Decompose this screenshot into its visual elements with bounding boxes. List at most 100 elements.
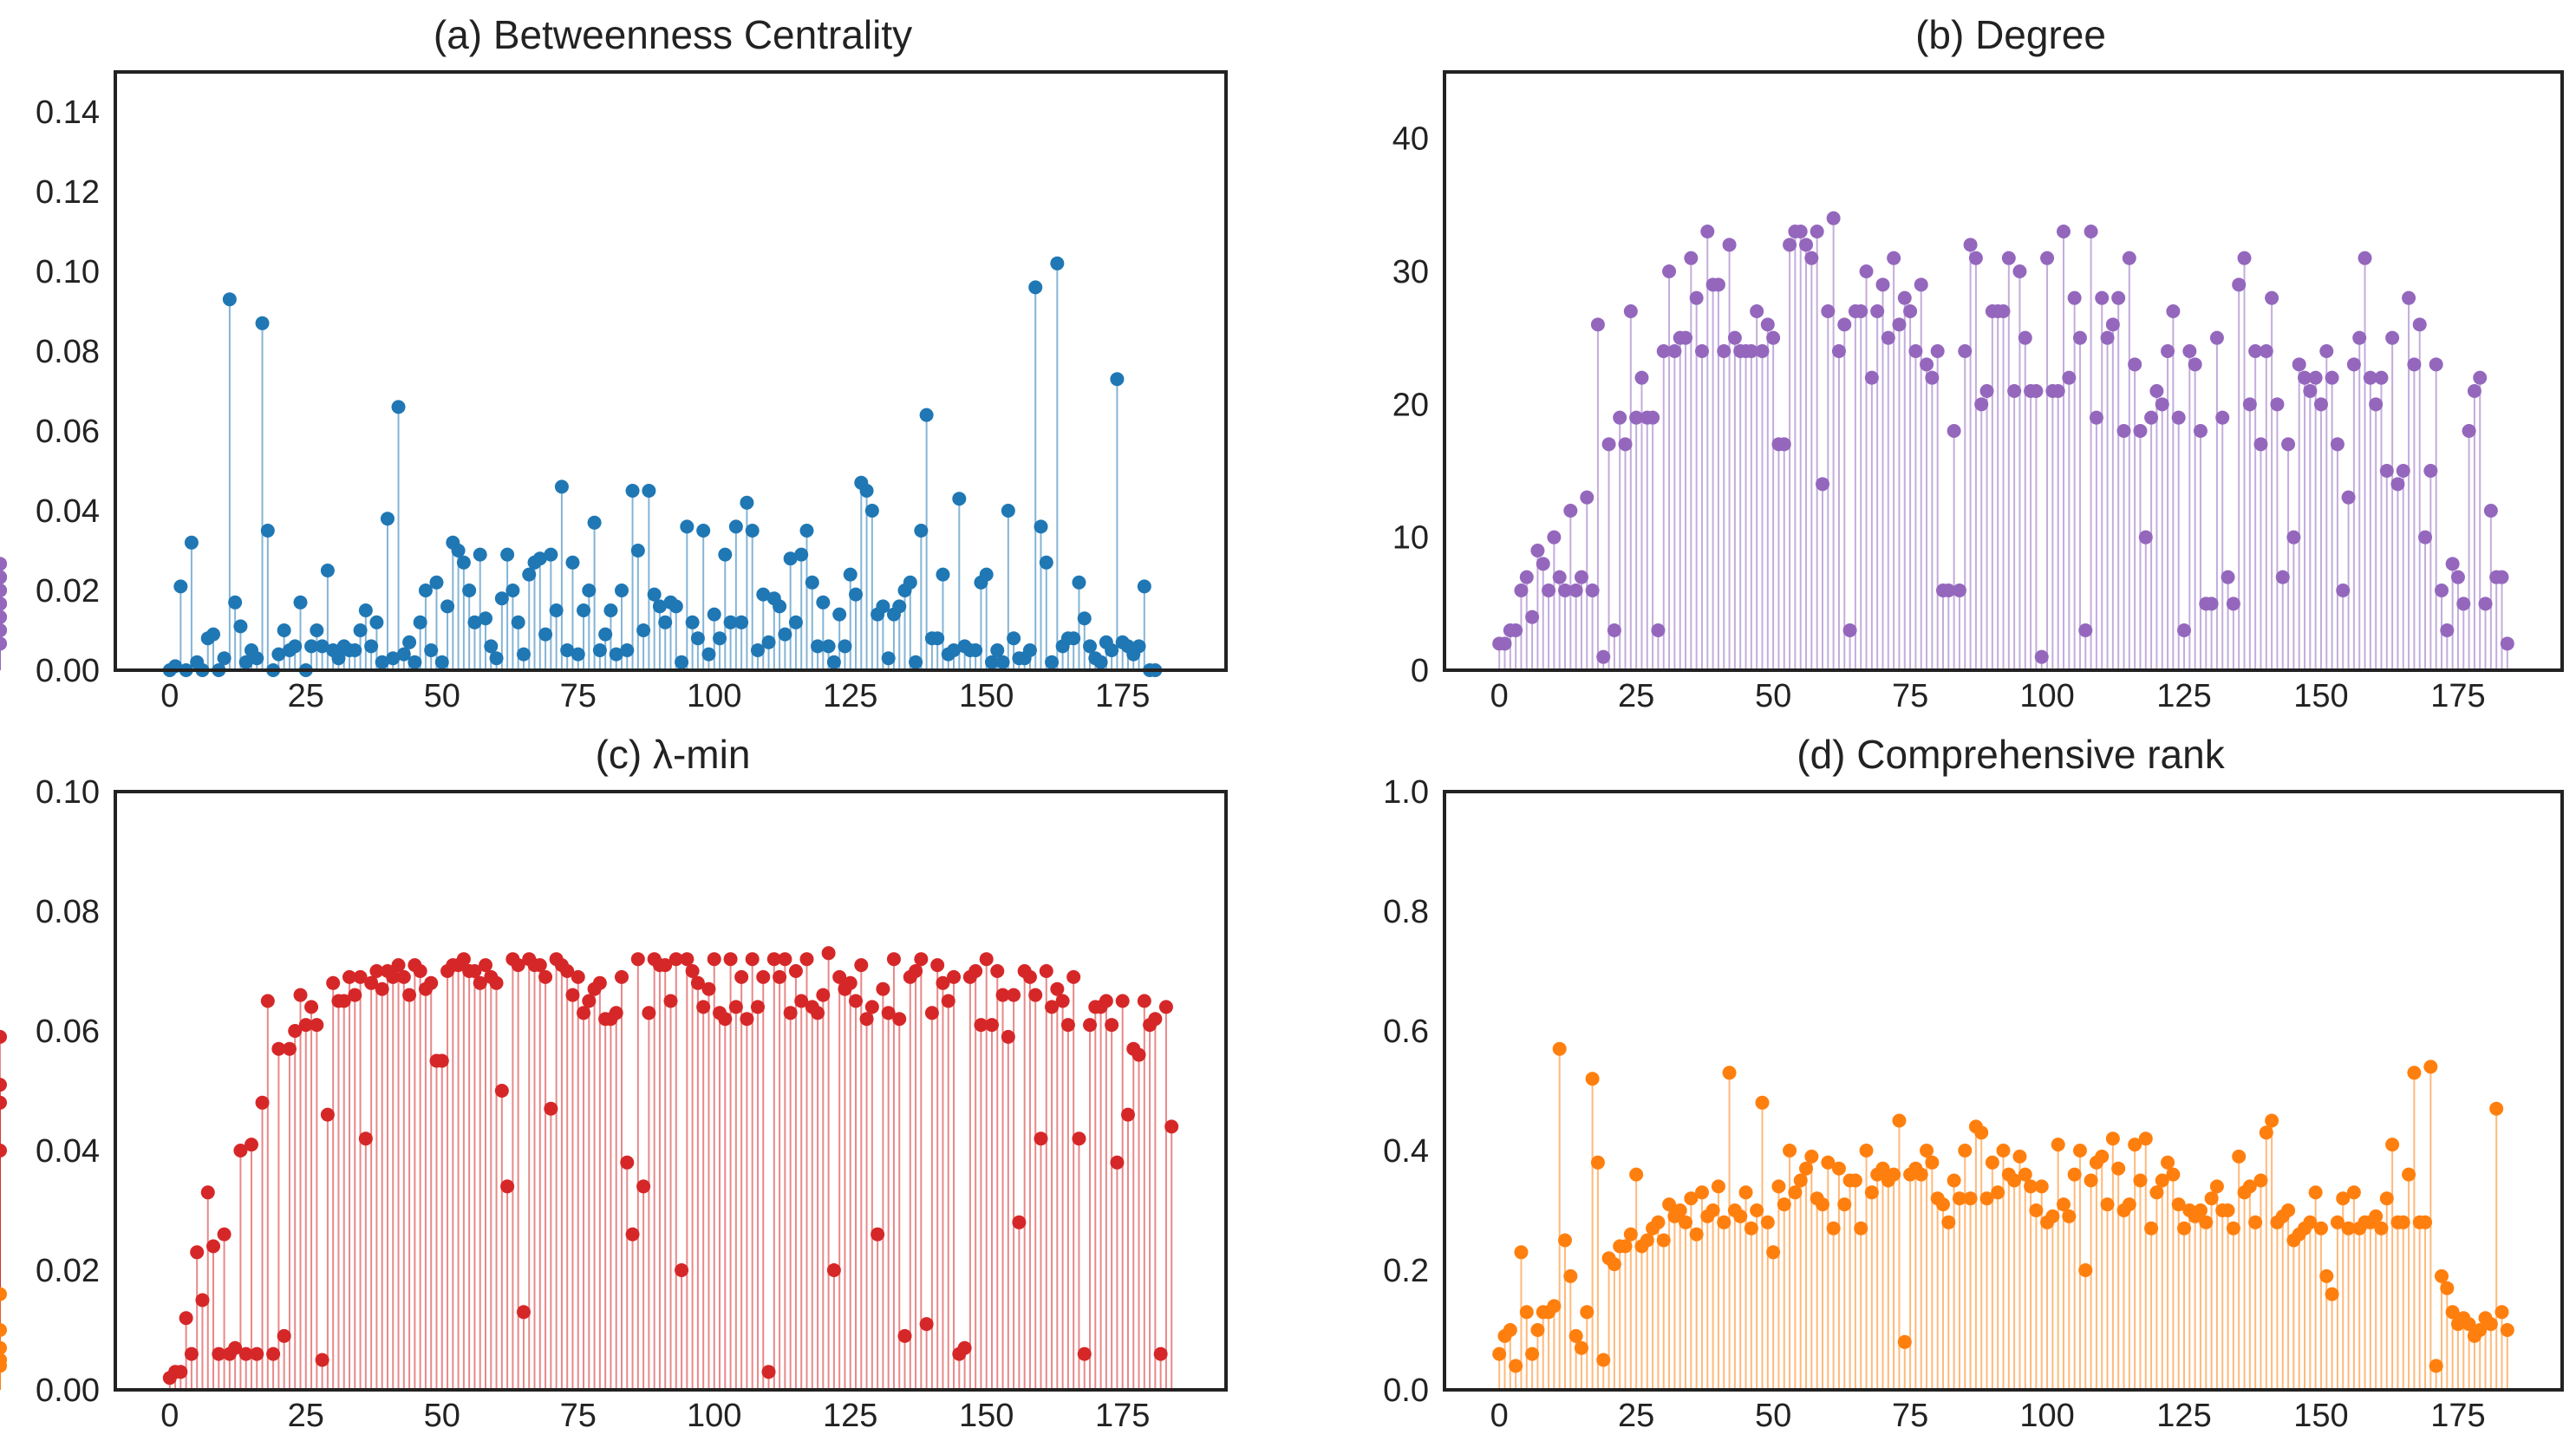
stem-marker (255, 316, 270, 330)
stem-marker (582, 584, 597, 597)
stem-marker (304, 1000, 319, 1014)
stem-marker (652, 599, 667, 614)
stem-marker (2040, 251, 2055, 265)
stem-marker (364, 975, 379, 990)
stem-marker (1525, 610, 1540, 624)
stem-marker (2313, 1221, 2328, 1236)
stem-marker (244, 1138, 258, 1152)
stem-marker (2445, 557, 2460, 571)
stem-marker (1859, 1144, 1874, 1157)
stem-marker (1760, 1215, 1775, 1229)
stem-marker (745, 952, 760, 967)
stem-marker (353, 969, 368, 984)
stem-marker (228, 595, 243, 610)
x-tick-label: 150 (2293, 1398, 2348, 1434)
stem-marker (909, 964, 923, 978)
stem-marker (1804, 1149, 1819, 1164)
stem-marker (864, 504, 879, 518)
stem-marker (2226, 1221, 2240, 1236)
stem-marker (728, 1000, 743, 1014)
stem-marker (811, 639, 825, 654)
stem-marker (1679, 1215, 1693, 1229)
stem-marker (1996, 304, 2011, 318)
stem-marker (2259, 1125, 2273, 1140)
stem-marker (1859, 264, 1874, 278)
stem-marker (1105, 1018, 1119, 1033)
stem-marker (293, 988, 308, 1002)
stem-marker (408, 655, 422, 669)
stem-marker (723, 952, 738, 967)
y-tick-label: 30 (1392, 254, 1429, 290)
stem-marker (331, 651, 346, 666)
stem-marker (2232, 1149, 2247, 1164)
stem-marker (979, 952, 994, 967)
stem-marker (1099, 994, 1113, 1008)
stem-marker (778, 952, 792, 967)
stem-marker (544, 1101, 558, 1116)
stem-marker (881, 651, 896, 666)
stem-marker (1958, 1144, 1973, 1157)
stem-marker (1831, 1161, 1846, 1176)
stem-marker (1947, 1173, 1961, 1188)
stem-marker (630, 952, 645, 967)
stem-marker (2259, 344, 2273, 358)
stem-marker (1596, 1353, 1611, 1367)
stem-marker (1519, 1305, 1534, 1320)
stem-marker (609, 1006, 623, 1020)
stem-marker (2067, 1167, 2082, 1182)
x-tick-label: 0 (1490, 1398, 1509, 1434)
stem-marker (947, 643, 962, 657)
stem-marker (718, 1012, 733, 1027)
stem-marker (690, 631, 705, 646)
stem-marker (924, 1006, 939, 1020)
stem-marker (1974, 1125, 1989, 1140)
stem-marker (587, 515, 602, 530)
stem-marker (675, 1263, 689, 1277)
stem-marker (1837, 317, 1852, 332)
stem-marker (1815, 1197, 1829, 1212)
stem-marker (625, 1227, 640, 1242)
stem-marker (489, 975, 504, 990)
stem-marker (734, 615, 749, 629)
stem-marker (1590, 317, 1605, 332)
x-tick-label: 75 (1892, 678, 1928, 714)
stem-marker (794, 547, 809, 562)
subplot-title: (c) λ-min (596, 732, 751, 777)
stem-marker (1887, 251, 1901, 265)
stem-marker (2018, 1167, 2032, 1182)
stem-marker (1979, 1191, 1994, 1206)
stem-marker (2209, 1179, 2224, 1194)
subplot-title: (d) Comprehensive rank (1797, 732, 2225, 777)
stem-marker (1717, 1215, 1731, 1229)
x-tick-label: 25 (1618, 678, 1654, 714)
stem-marker (783, 551, 798, 566)
y-axis-ticks: 0.00 0.02 0.04 0.06 0.08 0.10 (36, 774, 100, 1409)
stem-marker (2298, 370, 2312, 385)
stem-marker (668, 952, 683, 967)
stem-marker (707, 952, 721, 967)
y-tick-label: 0.00 (36, 653, 100, 689)
stem-marker (2105, 317, 2120, 332)
stem-marker (1580, 490, 1595, 505)
stem-marker (2204, 1191, 2219, 1206)
x-tick-label: 125 (823, 1398, 877, 1434)
y-tick-label: 0.0 (1383, 1372, 1429, 1409)
stem-marker (2275, 570, 2290, 584)
stem-marker (0, 1095, 7, 1110)
stem-marker (288, 639, 303, 654)
stem-marks (0, 211, 2514, 672)
y-tick-label: 0.12 (36, 174, 100, 211)
stem-marker (1007, 631, 1021, 646)
x-tick-label: 50 (1755, 1398, 1791, 1434)
stem-marker (1514, 1245, 1529, 1260)
stem-marker (2215, 410, 2230, 425)
stem-marker (380, 512, 395, 526)
stem-marker (0, 1340, 7, 1355)
stem-marker (2456, 597, 2471, 611)
stem-marker (1793, 1173, 1808, 1188)
stem-marker (0, 597, 7, 611)
stem-marker (675, 655, 689, 669)
stem-marker (876, 981, 890, 996)
stem-marker (1607, 1257, 1621, 1272)
stem-marker (897, 1328, 912, 1343)
